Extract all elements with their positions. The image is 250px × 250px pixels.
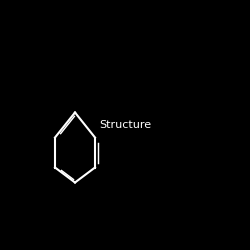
Text: Structure: Structure: [99, 120, 151, 130]
